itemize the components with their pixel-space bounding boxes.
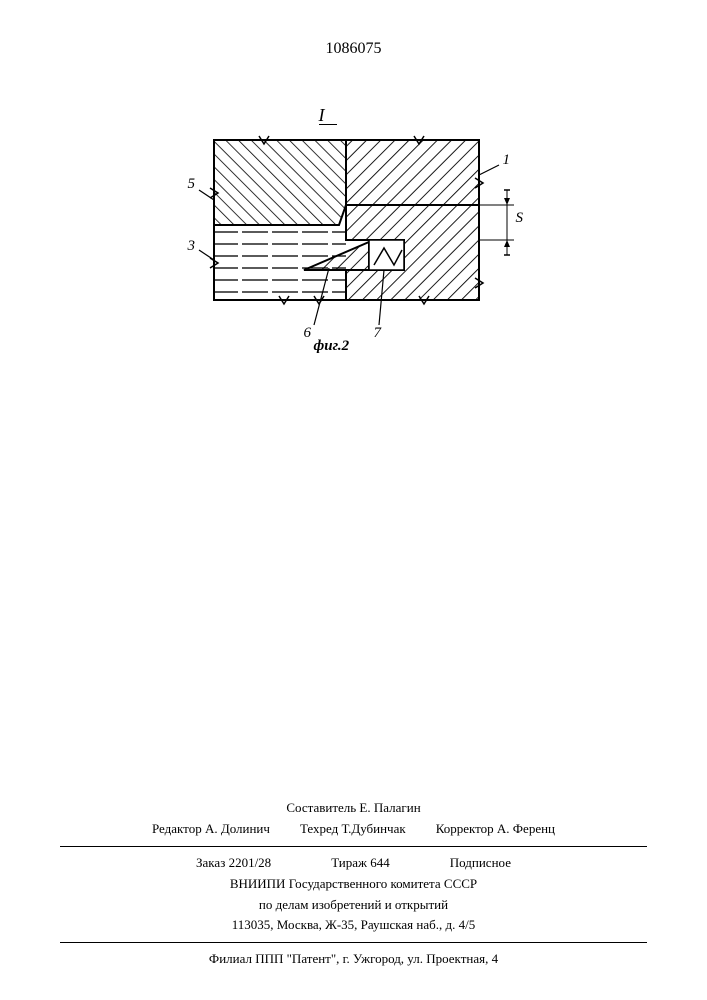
technical-diagram: I — [164, 130, 544, 410]
divider-2 — [60, 942, 647, 943]
order-row: Заказ 2201/28 Тираж 644 Подписное — [0, 853, 707, 874]
page-number: 1086075 — [326, 40, 382, 58]
org-line-1: ВНИИПИ Государственного комитета СССР — [0, 874, 707, 895]
subscription: Подписное — [450, 853, 511, 874]
label-1: 1 — [503, 152, 511, 169]
techred-credit: Техред Т.Дубинчак — [300, 819, 406, 840]
credits-row: Редактор А. Долинич Техред Т.Дубинчак Ко… — [0, 819, 707, 840]
tirage: Тираж 644 — [331, 853, 390, 874]
address-line: 113035, Москва, Ж-35, Раушская наб., д. … — [0, 915, 707, 936]
org-line-2: по делам изобретений и открытий — [0, 895, 707, 916]
label-7: 7 — [374, 325, 382, 342]
section-label-text: I — [319, 105, 325, 125]
diagram-svg — [164, 130, 544, 390]
compiler-line: Составитель Е. Палагин — [0, 798, 707, 819]
order-number: Заказ 2201/28 — [196, 853, 271, 874]
branch-line: Филиал ППП "Патент", г. Ужгород, ул. Про… — [0, 949, 707, 970]
label-5: 5 — [188, 176, 196, 193]
divider-1 — [60, 846, 647, 847]
editor-credit: Редактор А. Долинич — [152, 819, 270, 840]
dim-s-label: S — [516, 210, 524, 227]
figure-caption: фиг.2 — [314, 338, 350, 355]
corrector-credit: Корректор А. Ференц — [436, 819, 555, 840]
footer: Составитель Е. Палагин Редактор А. Долин… — [0, 798, 707, 970]
section-label: I — [319, 105, 337, 125]
label-6: 6 — [304, 325, 312, 342]
label-3: 3 — [188, 238, 196, 255]
